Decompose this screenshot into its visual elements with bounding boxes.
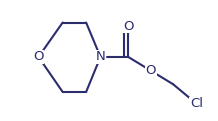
Text: N: N: [95, 50, 105, 63]
Text: O: O: [33, 50, 44, 63]
Text: O: O: [145, 64, 156, 77]
Text: Cl: Cl: [190, 97, 203, 110]
Text: O: O: [123, 20, 133, 33]
